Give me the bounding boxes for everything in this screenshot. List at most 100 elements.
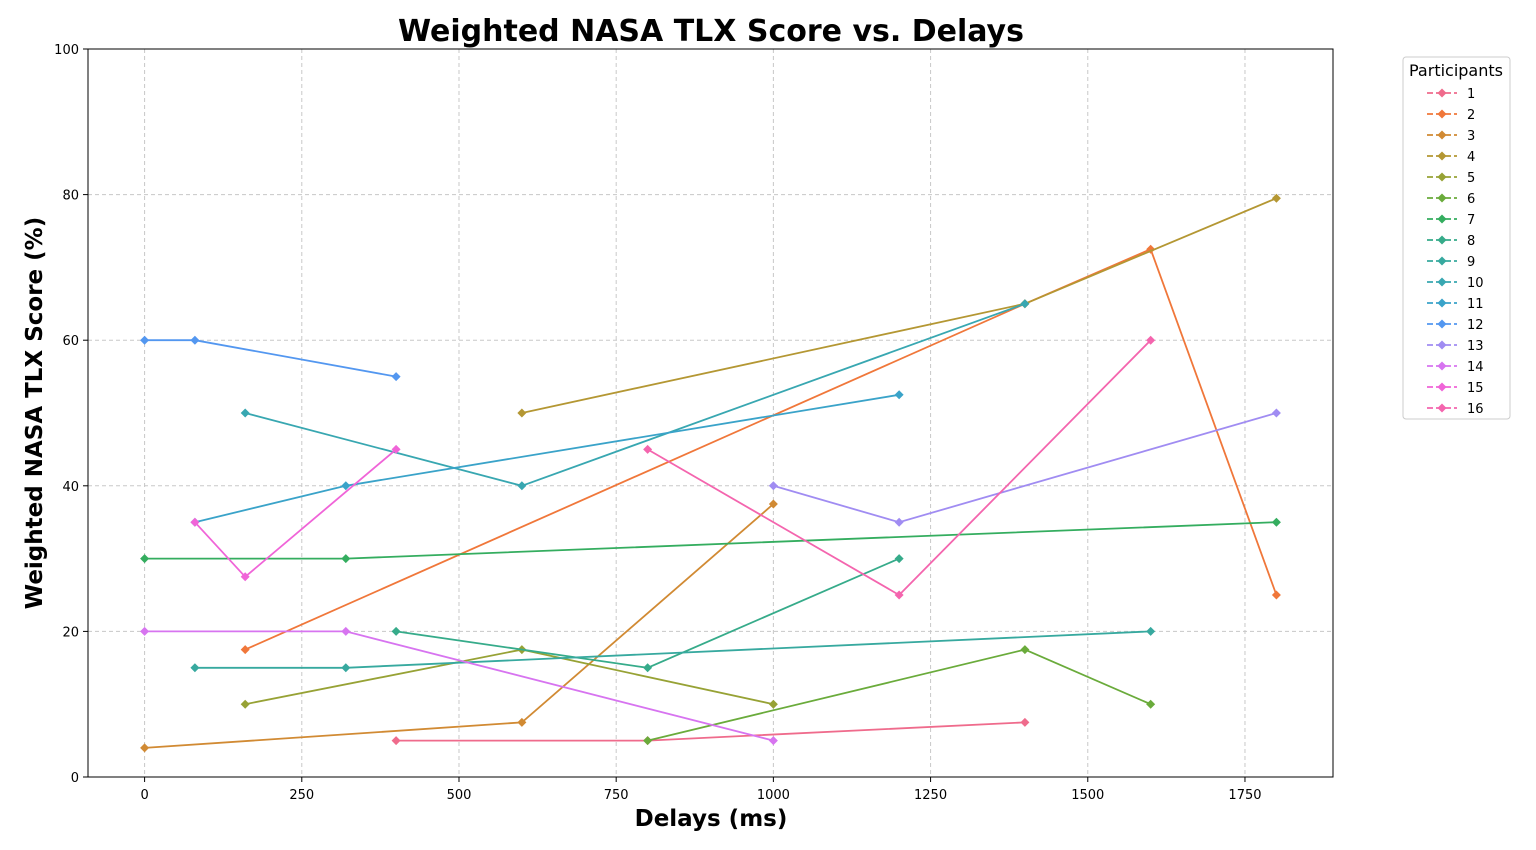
legend-marker <box>1437 214 1447 224</box>
series-participant-13 <box>768 408 1281 527</box>
legend-label: 2 <box>1467 108 1475 123</box>
legend-label: 10 <box>1467 276 1484 291</box>
series-line <box>194 630 1151 669</box>
series-participant-12 <box>140 335 401 382</box>
data-point <box>1020 299 1030 309</box>
data-point <box>517 717 527 727</box>
y-tick-label: 80 <box>62 189 79 204</box>
series-participant-10 <box>240 299 1030 491</box>
plot-frame <box>87 48 1334 778</box>
legend-item-10: 10 <box>1427 276 1484 291</box>
data-point <box>1146 626 1156 636</box>
legend-item-1: 1 <box>1427 87 1475 102</box>
legend-item-7: 7 <box>1427 213 1475 228</box>
legend-item-13: 13 <box>1427 339 1484 354</box>
legend-label: 9 <box>1467 255 1475 270</box>
legend-marker <box>1437 403 1447 413</box>
legend-marker <box>1437 235 1447 245</box>
y-axis-label: Weighted NASA TLX Score (%) <box>22 217 48 609</box>
series-participant-4 <box>517 193 1281 418</box>
series-participant-8 <box>391 554 904 673</box>
series-participant-16 <box>643 335 1156 600</box>
legend-label: 12 <box>1467 318 1484 333</box>
data-point <box>240 572 250 582</box>
x-tick-label: 1500 <box>1071 788 1104 803</box>
legend-item-15: 15 <box>1427 381 1484 396</box>
data-point <box>341 481 351 491</box>
legend-label: 14 <box>1467 360 1484 375</box>
x-tick-label: 1750 <box>1228 788 1261 803</box>
data-point <box>1271 590 1281 600</box>
legend-marker <box>1437 88 1447 98</box>
legend-item-8: 8 <box>1427 234 1475 249</box>
legend-label: 6 <box>1467 192 1475 207</box>
legend-item-6: 6 <box>1427 192 1475 207</box>
legend-marker <box>1437 277 1447 287</box>
data-point <box>643 663 653 673</box>
data-point <box>894 390 904 400</box>
legend-marker <box>1437 298 1447 308</box>
legend-marker <box>1437 361 1447 371</box>
legend-item-3: 3 <box>1427 129 1475 144</box>
legend-label: 5 <box>1467 171 1475 186</box>
data-point <box>341 554 351 564</box>
y-tick-label: 0 <box>71 771 79 786</box>
series-participant-15 <box>190 444 401 582</box>
data-point <box>240 699 250 709</box>
data-point <box>140 743 150 753</box>
data-point <box>190 663 200 673</box>
x-tick-label: 500 <box>447 788 472 803</box>
series-line <box>144 339 397 378</box>
x-tick-label: 1250 <box>914 788 947 803</box>
data-point <box>190 335 200 345</box>
x-tick-label: 750 <box>604 788 629 803</box>
series-participant-9 <box>190 626 1156 673</box>
legend-item-2: 2 <box>1427 108 1475 123</box>
y-tick-label: 100 <box>54 43 79 58</box>
legend-label: 1 <box>1467 87 1475 102</box>
series-participant-3 <box>140 499 778 753</box>
data-point <box>391 626 401 636</box>
data-point <box>894 517 904 527</box>
data-point <box>643 736 653 746</box>
data-point <box>517 481 527 491</box>
legend-label: 8 <box>1467 234 1475 249</box>
series-participant-7 <box>140 517 1281 564</box>
legend-marker <box>1437 256 1447 266</box>
data-point <box>1271 408 1281 418</box>
legend-label: 16 <box>1467 402 1484 417</box>
y-tick-label: 20 <box>62 625 79 640</box>
series-participant-5 <box>240 645 778 709</box>
data-point <box>391 736 401 746</box>
legend-item-9: 9 <box>1427 255 1475 270</box>
legend-marker <box>1437 193 1447 203</box>
legend-marker <box>1437 172 1447 182</box>
series-line <box>194 393 900 524</box>
y-tick-label: 60 <box>62 334 79 349</box>
legend-item-4: 4 <box>1427 150 1475 165</box>
data-point <box>1020 717 1030 727</box>
data-point <box>140 554 150 564</box>
chart-title: Weighted NASA TLX Score vs. Delays <box>398 14 1024 49</box>
series-line <box>144 521 1277 560</box>
series-line <box>245 648 774 706</box>
data-point <box>190 517 200 527</box>
legend-label: 7 <box>1467 213 1475 228</box>
data-point <box>1146 699 1156 709</box>
legend-marker <box>1437 130 1447 140</box>
data-point <box>341 626 351 636</box>
data-point <box>341 663 351 673</box>
legend-item-11: 11 <box>1427 297 1484 312</box>
legend-label: 4 <box>1467 150 1475 165</box>
legend-marker <box>1437 109 1447 119</box>
legend-marker <box>1437 382 1447 392</box>
legend-label: 15 <box>1467 381 1484 396</box>
data-point <box>768 481 778 491</box>
data-point <box>140 626 150 636</box>
data-point <box>768 736 778 746</box>
series-participant-14 <box>140 626 778 746</box>
data-point <box>391 372 401 382</box>
